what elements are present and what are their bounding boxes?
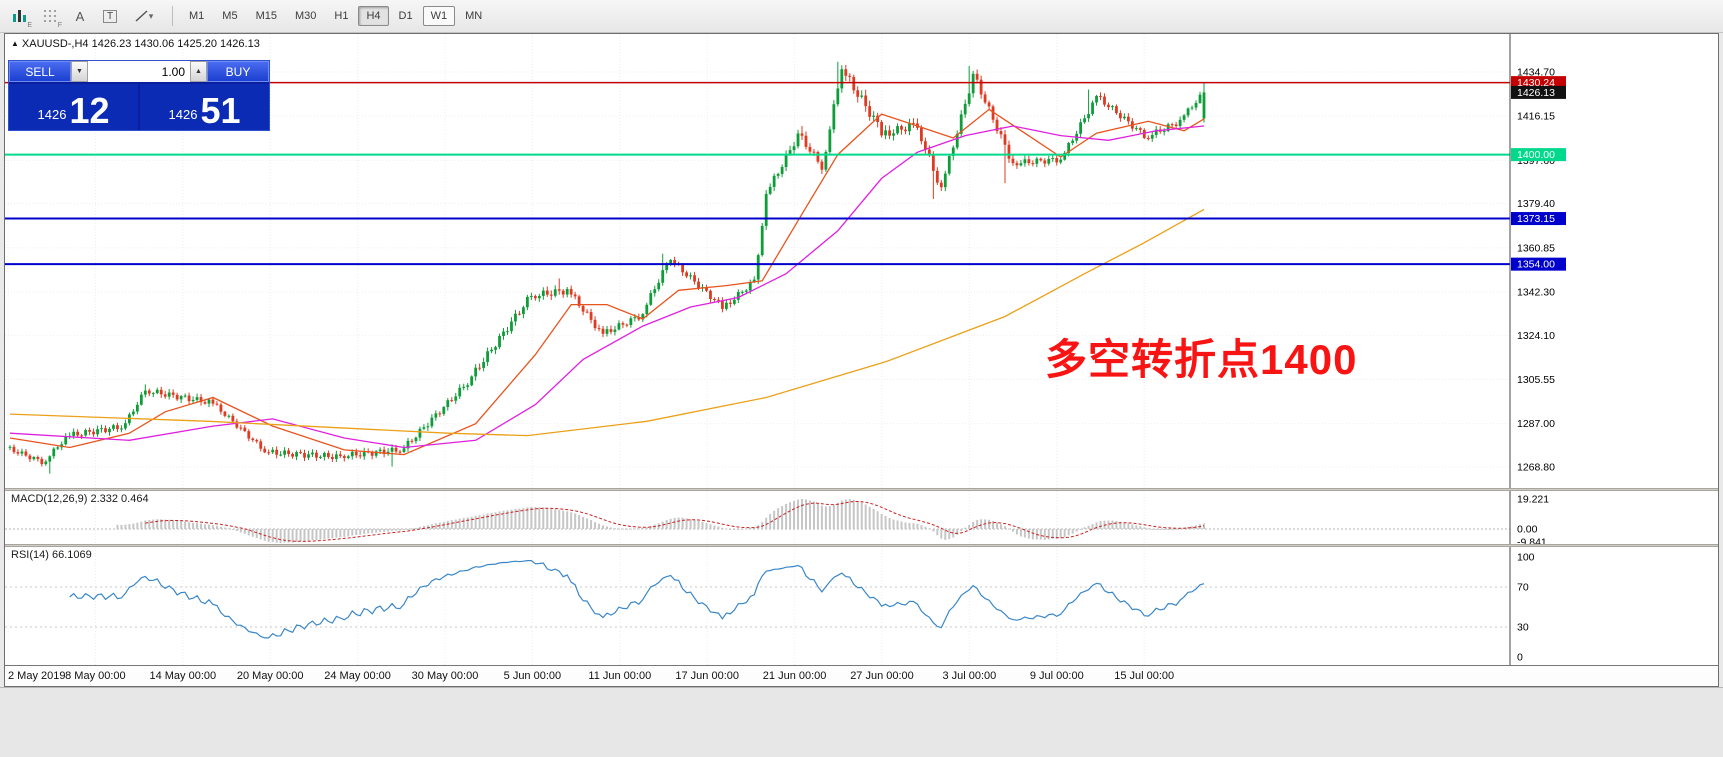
date-tick-label: 27 Jun 00:00	[850, 670, 914, 682]
svg-text:30: 30	[1517, 622, 1529, 634]
buy-price-small: 1426	[168, 107, 198, 122]
macd-canvas[interactable]: 19.221 0.00-9.841	[5, 491, 1718, 544]
sell-price-display[interactable]: 1426 12	[9, 84, 138, 130]
text-tool-button[interactable]: T	[96, 3, 124, 29]
timeframe-m5[interactable]: M5	[214, 6, 245, 26]
panel-splitter[interactable]	[5, 488, 1718, 491]
date-tick-label: 3 Jul 00:00	[942, 670, 997, 682]
sell-price-big: 12	[69, 90, 110, 132]
date-tick-label: 8 May 00:00	[65, 670, 126, 682]
panel-splitter[interactable]	[5, 544, 1718, 547]
ma-fast	[9, 108, 1205, 456]
svg-text:1268.80: 1268.80	[1517, 462, 1555, 474]
svg-text:1426.13: 1426.13	[1517, 87, 1555, 99]
svg-text:1305.55: 1305.55	[1517, 374, 1555, 386]
ma-medium	[9, 125, 1205, 449]
buy-button[interactable]: BUY	[207, 61, 269, 82]
spinner-down-icon: ▼	[76, 68, 83, 75]
svg-text:0: 0	[1517, 652, 1523, 664]
date-tick-label: 9 Jul 00:00	[1029, 670, 1084, 682]
draw-line-button[interactable]: ▾	[126, 3, 162, 29]
symbol-ohlc-text: XAUUSD-,H4 1426.23 1430.06 1425.20 1426.…	[21, 38, 260, 50]
chart-text-annotation[interactable]: 多空转折点1400	[1045, 336, 1358, 383]
chevron-down-icon: ▾	[148, 10, 154, 21]
svg-text:1434.70: 1434.70	[1517, 67, 1555, 79]
volume-decrement-button[interactable]: ▼	[71, 61, 88, 82]
macd-panel: 19.221 0.00 -9.841 MACD(12,26,9) 2.332 0.4…	[5, 491, 1718, 544]
timeframe-m1[interactable]: M1	[181, 6, 212, 26]
timeframe-w1[interactable]: W1	[422, 6, 456, 26]
toolbar-separator	[172, 6, 173, 26]
chart-type-button[interactable]: E	[6, 3, 34, 29]
svg-text:1324.10: 1324.10	[1517, 330, 1555, 342]
sell-button[interactable]: SELL	[9, 61, 71, 82]
svg-text:1360.85: 1360.85	[1517, 242, 1555, 254]
tool-hint: F	[57, 22, 62, 29]
svg-text:1373.15: 1373.15	[1517, 213, 1555, 225]
rsi-label: RSI(14) 66.1069	[11, 549, 92, 561]
timeframe-h1[interactable]: H1	[326, 6, 356, 26]
cursor-tool-label: A	[75, 8, 85, 24]
date-tick-label: 17 Jun 00:00	[675, 670, 739, 682]
rsi-canvas[interactable]: 100 70 30 0	[5, 547, 1718, 665]
date-tick-label: 15 Jul 00:00	[1114, 670, 1175, 682]
time-axis[interactable]: 2 May 2019 8 May 00:00 14 May 00:00 20 May …	[5, 665, 1718, 686]
buy-price-display[interactable]: 1426 51	[140, 84, 269, 130]
svg-text:1400.00: 1400.00	[1517, 149, 1555, 161]
timeframe-mn[interactable]: MN	[457, 6, 490, 26]
date-tick-label: 21 Jun 00:00	[762, 670, 827, 682]
svg-text:0.00: 0.00	[1517, 524, 1538, 536]
sell-price-small: 1426	[37, 107, 67, 122]
svg-text:1379.40: 1379.40	[1517, 198, 1555, 210]
date-tick-label: 20 May 00:00	[236, 670, 304, 682]
svg-text:1287.00: 1287.00	[1517, 418, 1555, 430]
chart-ohlc-header: ▲ XAUUSD-,H4 1426.23 1430.06 1425.20 1426…	[11, 38, 260, 50]
svg-text:-9.841: -9.841	[1517, 537, 1547, 545]
trendline-icon	[135, 10, 148, 22]
spinner-up-icon: ▲	[195, 68, 202, 75]
timeframe-h4[interactable]: H4	[358, 6, 389, 26]
date-tick-label: 24 May 00:00	[324, 670, 391, 682]
svg-text:70: 70	[1517, 582, 1529, 594]
date-tick-label: 2 May 2019	[8, 670, 66, 682]
cursor-tool-button[interactable]: A	[66, 3, 94, 29]
symbol-marker-icon: ▲	[11, 39, 19, 48]
chart-window: 1434.701416.151397.601379.401360.851342.…	[4, 33, 1719, 687]
timeframe-m30[interactable]: M30	[287, 6, 324, 26]
timeframe-m15[interactable]: M15	[248, 6, 285, 26]
date-tick-label: 14 May 00:00	[149, 670, 217, 682]
status-strip	[0, 687, 1723, 757]
macd-label: MACD(12,26,9) 2.332 0.464	[11, 493, 149, 505]
rsi-panel: 100 70 30 0 RSI(14) 66.1069	[5, 547, 1718, 665]
grid-button[interactable]: F	[36, 3, 64, 29]
text-tool-label: T	[102, 9, 118, 23]
main-chart-canvas[interactable]: 1434.701416.151397.601379.401360.851342.…	[5, 34, 1718, 488]
svg-text:1416.15: 1416.15	[1517, 111, 1555, 123]
main-chart-panel: 1434.701416.151397.601379.401360.851342.…	[5, 34, 1718, 488]
date-tick-label: 11 Jun 00:00	[588, 670, 652, 682]
svg-text:19.221: 19.221	[1517, 494, 1549, 506]
buy-price-big: 51	[200, 90, 241, 132]
grid-icon	[44, 10, 56, 22]
date-tick-label: 5 Jun 00:00	[503, 670, 562, 682]
one-click-trading-panel: SELL ▼ ▲ BUY 1426 12 1426 51	[8, 60, 270, 131]
volume-increment-button[interactable]: ▲	[190, 61, 207, 82]
svg-text:1354.00: 1354.00	[1517, 259, 1555, 271]
toolbar: E F A T ▾ M1 M5 M15 M30 H1 H4 D1 W1 MN	[0, 0, 1723, 33]
timeframe-d1[interactable]: D1	[391, 6, 421, 26]
candlestick-chart-icon	[13, 10, 26, 22]
volume-input[interactable]	[88, 61, 190, 82]
tool-hint: E	[27, 22, 32, 29]
svg-text:1342.30: 1342.30	[1517, 287, 1555, 299]
date-tick-label: 30 May 00:00	[411, 670, 479, 682]
svg-text:100: 100	[1517, 552, 1535, 564]
